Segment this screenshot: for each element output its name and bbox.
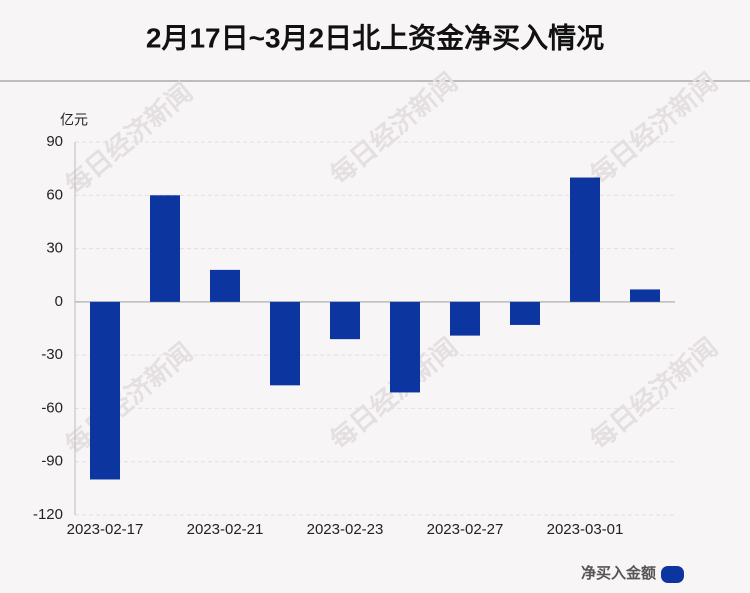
- chart-title: 2月17日~3月2日北上资金净买入情况: [146, 21, 604, 53]
- y-tick-label: -120: [33, 506, 63, 523]
- y-tick-label: 90: [46, 133, 63, 150]
- bar: [570, 177, 600, 302]
- legend-label: 净买入金额: [581, 564, 656, 582]
- y-tick-label: -90: [41, 453, 63, 470]
- bar: [630, 289, 660, 302]
- y-tick-label: 30: [46, 240, 63, 257]
- y-tick-label: 0: [55, 293, 63, 310]
- bar: [270, 301, 300, 386]
- bar: [330, 301, 360, 340]
- x-tick-label: 2023-03-01: [547, 521, 624, 538]
- y-tick-label: -30: [41, 346, 63, 363]
- bar: [510, 301, 540, 325]
- legend-swatch: [661, 566, 684, 583]
- y-axis-label: 亿元: [60, 112, 88, 128]
- x-tick-label: 2023-02-27: [427, 521, 504, 538]
- x-tick-label: 2023-02-21: [187, 521, 264, 538]
- y-tick-label: -60: [41, 399, 63, 416]
- bar: [450, 301, 480, 336]
- bar: [90, 301, 120, 480]
- y-tick-label: 60: [46, 186, 63, 203]
- x-tick-label: 2023-02-23: [307, 521, 384, 538]
- bar: [390, 301, 420, 393]
- bar: [150, 195, 180, 302]
- bar: [210, 269, 240, 302]
- x-tick-label: 2023-02-17: [67, 521, 144, 538]
